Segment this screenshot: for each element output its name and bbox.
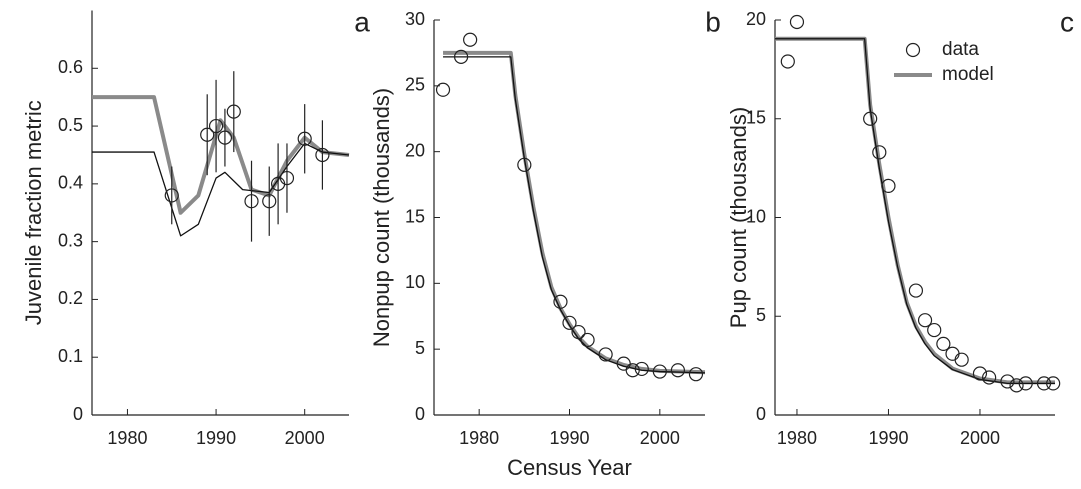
data-point	[670, 363, 686, 378]
series-line	[775, 38, 1055, 385]
y-tick-label: 20	[746, 9, 766, 29]
y-axis-label: Juvenile fraction metric	[21, 100, 46, 325]
data-point	[580, 332, 595, 348]
data-point	[945, 346, 960, 361]
legend-label: model	[942, 64, 994, 85]
series-line	[443, 50, 706, 375]
data-point	[517, 157, 532, 172]
series-line	[92, 142, 350, 237]
data-point	[200, 127, 215, 142]
data-point	[262, 194, 277, 209]
series-line	[443, 56, 706, 374]
data-point	[908, 283, 924, 298]
data-point	[1018, 376, 1033, 391]
data-point	[863, 111, 878, 126]
x-tick-label: 1990	[196, 428, 236, 448]
y-tick-label: 0.6	[58, 57, 83, 77]
data-point	[917, 313, 933, 328]
x-tick-label: 1980	[459, 428, 499, 448]
data-point	[562, 315, 577, 330]
y-axis-label: Nonpup count (thousands)	[369, 88, 394, 347]
data-point	[463, 32, 478, 47]
x-tick-label: 2000	[960, 428, 1000, 448]
data-point	[1000, 374, 1015, 389]
data-point	[208, 118, 224, 134]
data-point	[688, 367, 704, 382]
data-point	[936, 336, 951, 351]
data-point	[553, 294, 568, 309]
data-point	[598, 347, 613, 362]
data-point	[297, 131, 312, 146]
data-point	[217, 130, 233, 145]
x-tick-label: 2000	[285, 428, 325, 448]
data-point	[780, 54, 795, 69]
data-point	[1046, 376, 1061, 391]
data-point	[454, 49, 469, 64]
y-tick-label: 0.1	[58, 346, 83, 366]
x-tick-label: 1990	[868, 428, 908, 448]
y-tick-label: 0.4	[58, 173, 83, 193]
series-line	[92, 95, 350, 215]
data-point	[881, 178, 896, 193]
legend-label: data	[942, 39, 979, 60]
x-tick-label: 1990	[549, 428, 589, 448]
data-point	[1036, 376, 1052, 391]
panel-label: c	[1060, 6, 1074, 37]
data-point	[279, 170, 295, 186]
series-line	[775, 36, 1055, 385]
y-tick-label: 0.5	[58, 115, 83, 135]
data-point	[164, 188, 179, 203]
y-axis-label: Pup count (thousands)	[726, 107, 751, 328]
y-tick-label: 15	[746, 108, 766, 128]
y-tick-label: 0.3	[58, 230, 83, 250]
y-tick-label: 15	[405, 206, 425, 226]
y-tick-label: 25	[405, 75, 425, 95]
data-point	[652, 364, 667, 379]
y-tick-label: 0	[415, 404, 425, 424]
data-point	[1009, 378, 1024, 393]
data-point	[954, 352, 969, 367]
y-tick-label: 20	[405, 140, 425, 160]
data-point	[927, 322, 942, 338]
y-tick-label: 0	[73, 404, 83, 424]
x-tick-label: 1980	[777, 428, 817, 448]
y-tick-label: 10	[746, 206, 766, 226]
data-point	[982, 370, 997, 385]
data-point	[315, 147, 330, 163]
legend-marker	[905, 42, 921, 58]
data-point	[634, 361, 649, 377]
data-point	[789, 14, 805, 30]
panel-label: b	[705, 6, 721, 37]
y-tick-label: 5	[756, 305, 766, 325]
y-tick-label: 0	[756, 404, 766, 424]
x-axis-label: Census Year	[507, 455, 632, 480]
x-tick-label: 2000	[640, 428, 680, 448]
x-tick-label: 1980	[107, 428, 147, 448]
y-tick-label: 10	[405, 272, 425, 292]
data-point	[625, 363, 640, 378]
y-tick-label: 0.2	[58, 288, 83, 308]
data-point	[435, 82, 451, 97]
panel-label: a	[354, 6, 370, 37]
data-point	[226, 104, 241, 119]
data-point	[571, 324, 586, 340]
data-point	[872, 145, 887, 160]
data-point	[972, 366, 988, 381]
y-tick-label: 30	[405, 9, 425, 29]
data-point	[244, 194, 259, 209]
y-tick-label: 5	[415, 338, 425, 358]
